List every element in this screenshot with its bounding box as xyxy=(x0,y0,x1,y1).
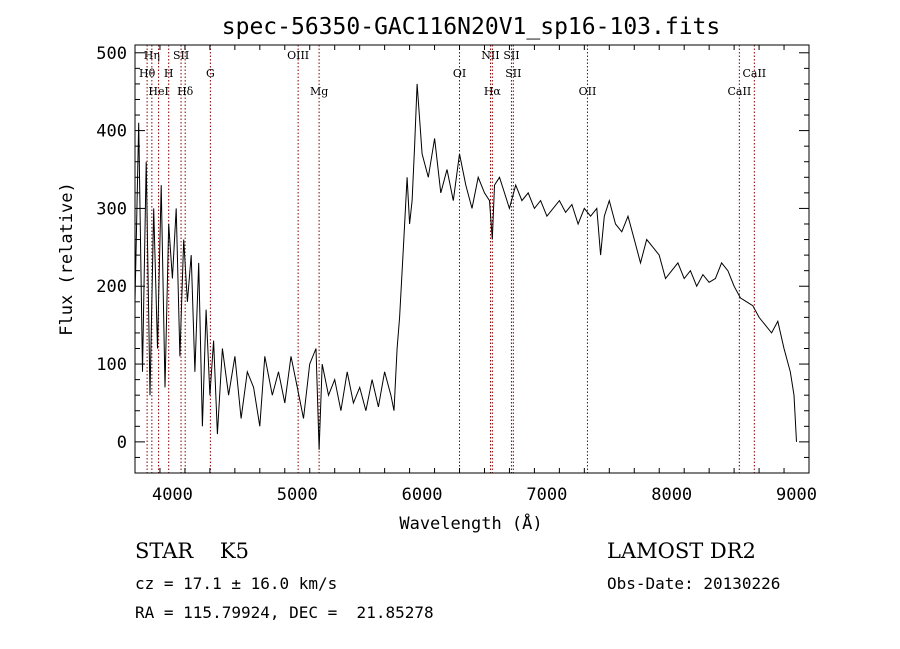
emission-line-label: OIII xyxy=(287,49,309,62)
axis-ticks: 4000 5000 6000 7000 8000 9000 0 100 200 300 400 500 xyxy=(96,44,817,505)
obs-date-label: Obs-Date: 20130226 xyxy=(607,574,781,593)
coordinates-label: RA = 115.79924, DEC = 21.85278 xyxy=(135,603,434,622)
emission-line-label: CaII xyxy=(742,67,766,80)
x-tick-label: 8000 xyxy=(651,485,692,505)
emission-line-label: CaII xyxy=(728,85,752,98)
emission-line-label: Mg xyxy=(310,85,328,98)
y-tick-label: 300 xyxy=(96,199,127,219)
emission-line-label: G xyxy=(206,67,215,80)
emission-line-label: Hα xyxy=(484,85,502,98)
x-tick-label: 6000 xyxy=(402,485,443,505)
y-tick-label: 0 xyxy=(117,433,127,453)
x-axis-label: Wavelength (Å) xyxy=(399,512,542,534)
chart-title: spec-56350-GAC116N20V1_sp16-103.fits xyxy=(222,14,721,40)
redshift-label: cz = 17.1 ± 16.0 km/s xyxy=(135,574,338,593)
emission-line-label: H xyxy=(164,67,174,80)
emission-line-label: Hδ xyxy=(177,85,194,98)
emission-line-label: SII xyxy=(505,67,521,80)
spectrum-line xyxy=(134,83,797,450)
emission-line-label: SII xyxy=(173,49,189,62)
plot-frame xyxy=(134,44,810,474)
x-tick-label: 7000 xyxy=(526,485,567,505)
y-tick-label: 100 xyxy=(96,355,127,375)
x-tick-label: 5000 xyxy=(277,485,318,505)
emission-line-markers xyxy=(146,45,755,473)
emission-line-label: NII xyxy=(481,49,499,62)
y-axis-label: Flux (relative) xyxy=(57,182,77,336)
x-tick-label: 4000 xyxy=(152,485,193,505)
survey-label: LAMOST DR2 xyxy=(607,539,756,563)
spectrum-series xyxy=(134,83,797,450)
classification-label: STAR K5 xyxy=(135,539,249,563)
emission-line-label: Hη xyxy=(144,49,160,62)
y-tick-label: 200 xyxy=(96,277,127,297)
emission-line-label: HeI xyxy=(148,85,168,98)
y-tick-label: 400 xyxy=(96,122,127,142)
emission-line-label: OII xyxy=(579,85,597,98)
emission-line-label: OI xyxy=(453,67,466,80)
emission-line-label: SII xyxy=(503,49,519,62)
x-tick-label: 9000 xyxy=(776,485,817,505)
emission-line-label: Hθ xyxy=(139,67,156,80)
y-tick-label: 500 xyxy=(96,44,127,64)
